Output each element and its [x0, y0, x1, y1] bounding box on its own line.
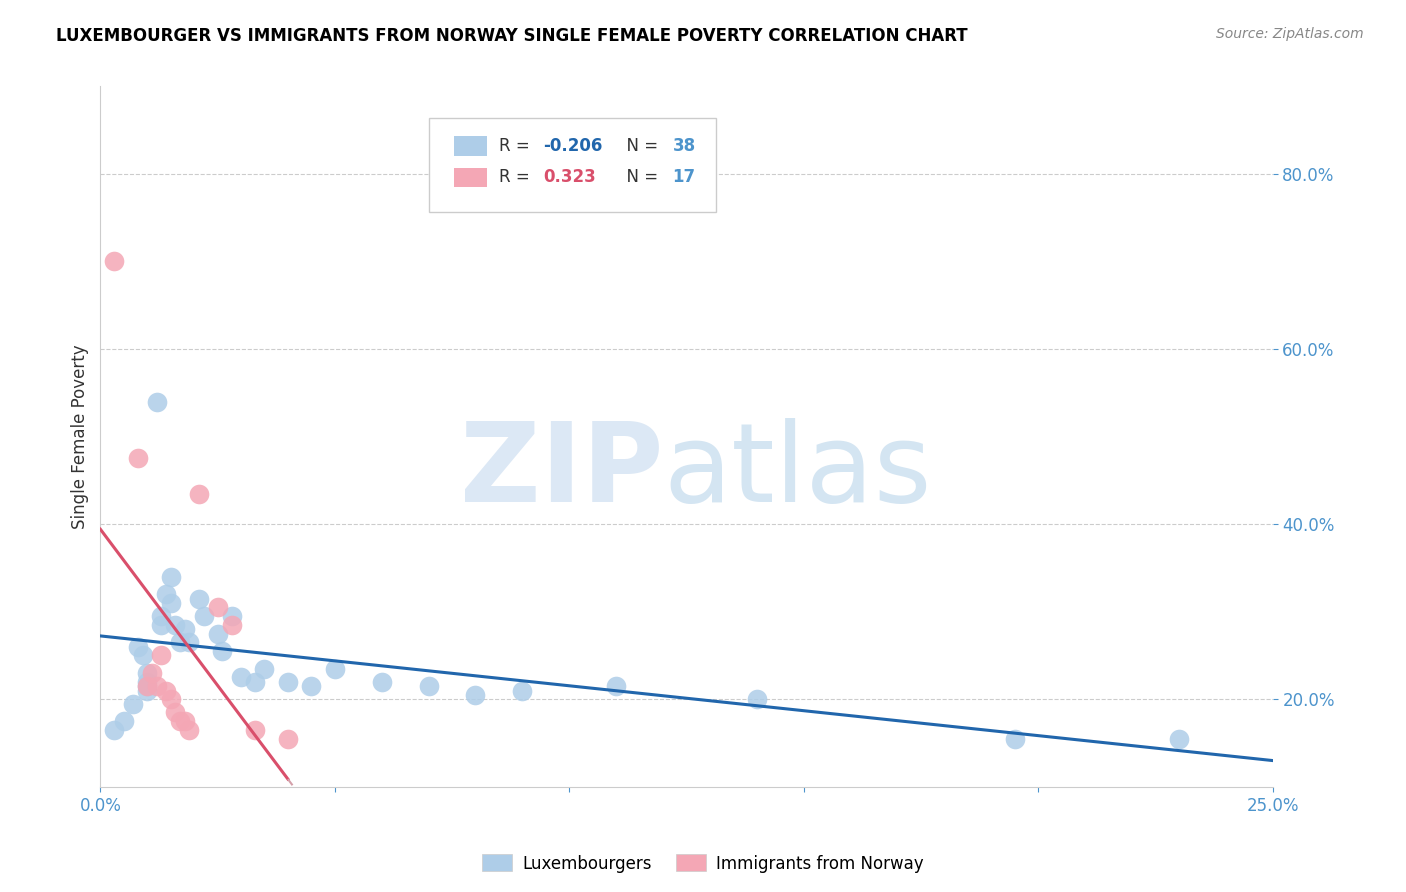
- Point: [253, 662, 276, 676]
- Point: [150, 609, 173, 624]
- Point: [112, 714, 135, 728]
- Point: [179, 723, 201, 737]
- Point: [277, 731, 299, 746]
- Point: [173, 622, 195, 636]
- Point: [370, 674, 392, 689]
- Point: [221, 609, 243, 624]
- Point: [159, 570, 181, 584]
- Point: [150, 648, 173, 663]
- Point: [141, 665, 163, 680]
- Text: R =: R =: [499, 136, 534, 155]
- Text: LUXEMBOURGER VS IMMIGRANTS FROM NORWAY SINGLE FEMALE POVERTY CORRELATION CHART: LUXEMBOURGER VS IMMIGRANTS FROM NORWAY S…: [56, 27, 967, 45]
- Point: [169, 714, 191, 728]
- Point: [512, 683, 534, 698]
- Point: [243, 723, 266, 737]
- Text: Source: ZipAtlas.com: Source: ZipAtlas.com: [1216, 27, 1364, 41]
- Point: [193, 609, 215, 624]
- Point: [229, 670, 252, 684]
- Text: 0.323: 0.323: [544, 169, 596, 186]
- Point: [187, 591, 209, 606]
- Point: [173, 714, 195, 728]
- Point: [323, 662, 346, 676]
- Point: [207, 626, 229, 640]
- Point: [207, 600, 229, 615]
- Point: [103, 254, 125, 268]
- Point: [127, 640, 149, 654]
- Point: [605, 679, 627, 693]
- Point: [122, 697, 145, 711]
- Point: [136, 674, 159, 689]
- Point: [464, 688, 486, 702]
- Point: [243, 674, 266, 689]
- Text: N =: N =: [616, 136, 664, 155]
- Point: [127, 451, 149, 466]
- Text: -0.206: -0.206: [544, 136, 603, 155]
- FancyBboxPatch shape: [429, 118, 716, 212]
- Y-axis label: Single Female Poverty: Single Female Poverty: [72, 344, 89, 529]
- Text: 38: 38: [672, 136, 696, 155]
- Bar: [454, 168, 486, 187]
- Point: [418, 679, 440, 693]
- Legend: Luxembourgers, Immigrants from Norway: Luxembourgers, Immigrants from Norway: [475, 847, 931, 880]
- Point: [211, 644, 233, 658]
- Point: [169, 635, 191, 649]
- Point: [155, 683, 177, 698]
- Point: [187, 486, 209, 500]
- Point: [165, 706, 187, 720]
- Point: [299, 679, 322, 693]
- Point: [131, 648, 153, 663]
- Point: [179, 635, 201, 649]
- Text: 17: 17: [672, 169, 696, 186]
- Point: [136, 683, 159, 698]
- Point: [159, 596, 181, 610]
- Point: [103, 723, 125, 737]
- Point: [1167, 731, 1189, 746]
- Point: [145, 679, 167, 693]
- Point: [165, 618, 187, 632]
- Bar: [454, 136, 486, 156]
- Point: [136, 679, 159, 693]
- Point: [159, 692, 181, 706]
- Point: [155, 587, 177, 601]
- Text: R =: R =: [499, 169, 540, 186]
- Point: [150, 618, 173, 632]
- Text: atlas: atlas: [664, 418, 932, 525]
- Point: [277, 674, 299, 689]
- Point: [136, 665, 159, 680]
- Point: [145, 394, 167, 409]
- Point: [745, 692, 768, 706]
- Text: N =: N =: [616, 169, 664, 186]
- Point: [136, 679, 159, 693]
- Point: [1004, 731, 1026, 746]
- Text: ZIP: ZIP: [460, 418, 664, 525]
- Point: [221, 618, 243, 632]
